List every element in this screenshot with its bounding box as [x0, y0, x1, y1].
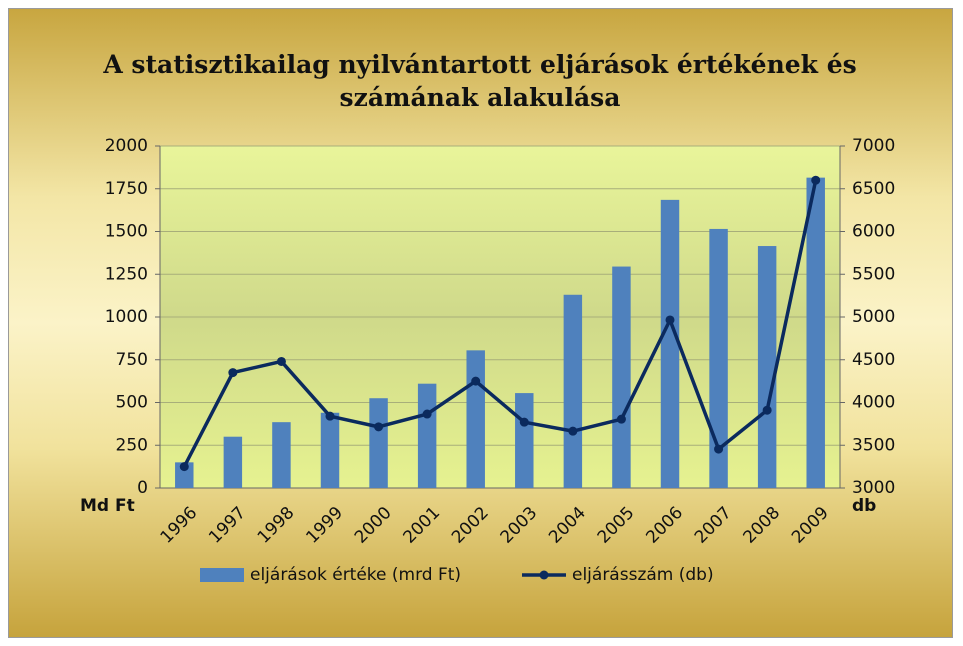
line-marker [763, 406, 772, 415]
bar [321, 413, 339, 488]
chart: Md Ft db 0 250 500 750 1000 1250 1500 1750 2000 3… [0, 0, 963, 646]
x-tick-label: 1998 [254, 503, 299, 548]
x-tick-label: 2000 [351, 503, 396, 548]
legend-swatch [540, 571, 549, 580]
y2-tick-label: 3000 [852, 478, 895, 498]
bar [758, 246, 776, 488]
x-tick-label: 1996 [157, 503, 202, 548]
line-marker [666, 315, 675, 324]
y-tick-label: 1250 [105, 264, 148, 284]
bar [661, 200, 679, 488]
line-marker [277, 357, 286, 366]
x-tick-label: 2003 [497, 503, 542, 548]
y2-tick-label: 5500 [852, 264, 895, 284]
y2-tick-label: 5000 [852, 307, 895, 327]
x-tick-label: 1999 [302, 503, 347, 548]
x-tick-label: 2009 [788, 503, 833, 548]
y-axis-label: Md Ft [80, 496, 135, 516]
line-marker [714, 445, 723, 454]
y-tick-label: 250 [116, 435, 148, 455]
x-tick-label: 2005 [594, 503, 639, 548]
legend-label: eljárásszám (db) [572, 565, 714, 585]
bar [612, 267, 630, 488]
line-marker [228, 368, 237, 377]
x-tick-label: 2007 [691, 503, 736, 548]
y2-tick-label: 3500 [852, 435, 895, 455]
bar [272, 422, 290, 488]
y-tick-label: 1500 [105, 222, 148, 242]
y2-tick-label: 6500 [852, 179, 895, 199]
line-marker [374, 422, 383, 431]
y-tick-label: 1000 [105, 307, 148, 327]
bar [515, 393, 533, 488]
line-marker [180, 462, 189, 471]
line-marker [471, 377, 480, 386]
y-tick-label: 500 [116, 393, 148, 413]
line-marker [811, 176, 820, 185]
y2-tick-label: 4000 [852, 393, 895, 413]
x-tick-label: 2008 [739, 503, 784, 548]
x-tick-label: 1997 [205, 503, 250, 548]
y-tick-label: 1750 [105, 179, 148, 199]
x-tick-label: 2002 [448, 503, 493, 548]
bar [564, 295, 582, 488]
y-tick-label: 0 [137, 478, 148, 498]
bar [466, 350, 484, 488]
legend-swatch [200, 568, 244, 582]
y-tick-label: 750 [116, 350, 148, 370]
line-marker [568, 427, 577, 436]
line-marker [520, 418, 529, 427]
y2-tick-label: 4500 [852, 350, 895, 370]
line-marker [326, 412, 335, 421]
legend-label: eljárások értéke (mrd Ft) [250, 565, 461, 585]
y2-axis-label: db [852, 496, 876, 516]
y2-tick-label: 6000 [852, 222, 895, 242]
line-marker [423, 410, 432, 419]
line-marker [617, 415, 626, 424]
x-tick-label: 2006 [642, 503, 687, 548]
x-tick-label: 2004 [545, 503, 590, 548]
bar [369, 398, 387, 488]
x-tick-label: 2001 [399, 503, 444, 548]
bar [224, 437, 242, 488]
y2-tick-label: 7000 [852, 136, 895, 156]
bar [418, 384, 436, 488]
bar [806, 178, 824, 488]
y-tick-label: 2000 [105, 136, 148, 156]
